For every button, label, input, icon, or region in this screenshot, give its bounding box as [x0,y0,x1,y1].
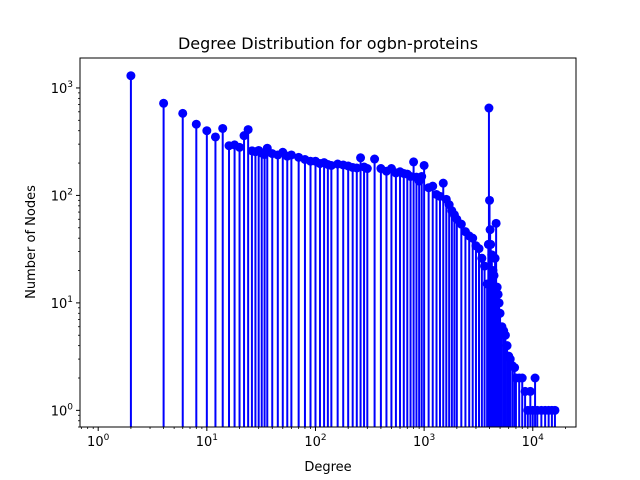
data-point [489,270,499,280]
data-point [490,253,500,263]
data-point [370,154,380,164]
data-point [517,373,527,383]
data-point [502,341,512,351]
data-point [178,108,188,118]
data-point [485,195,495,205]
x-tick-label: 100 [87,433,110,450]
data-point [218,123,228,133]
x-tick-label: 102 [304,433,326,450]
data-point [159,98,169,108]
data-point [438,178,448,188]
data-point [286,150,296,160]
data-point [356,153,366,163]
data-point [500,330,510,340]
data-point [202,126,212,136]
data-point [510,363,520,373]
y-tick-label: 101 [51,295,73,312]
plot-frame [79,57,577,428]
data-point [495,308,505,318]
data-point [482,279,492,289]
data-point [362,164,372,174]
data-point [477,253,487,263]
y-tick-label: 102 [51,187,73,204]
data-point [493,289,503,299]
y-tick-label: 100 [51,402,74,419]
data-point [474,244,484,254]
data-point [243,125,253,135]
data-point [210,132,220,142]
data-point [480,261,490,271]
data-point [428,181,438,191]
x-tick-label: 101 [196,433,218,450]
data-point [191,119,201,129]
data-point [485,225,495,235]
data-point [491,218,501,228]
data-point [419,160,429,170]
y-tick-label: 103 [51,80,73,97]
chart-title: Degree Distribution for ogbn-proteins [178,34,478,53]
data-point [486,239,496,249]
stem-series [126,71,560,427]
data-point [417,171,427,181]
data-point [468,233,478,243]
x-axis-label: Degree [304,460,351,475]
data-point [525,386,535,396]
data-point [456,219,466,229]
data-point [235,142,245,152]
data-point [126,71,136,81]
data-point [352,163,362,173]
data-point [530,373,540,383]
axis-ticks: 100 101 102 103 104 100 101 102 103 [51,80,566,450]
x-tick-label: 103 [413,433,435,450]
data-point [492,282,502,292]
data-point [550,405,560,415]
x-tick-label: 104 [522,433,545,450]
y-axis-label: Number of Nodes [24,185,39,299]
data-point [409,157,419,167]
data-point [494,298,504,308]
data-point [484,103,494,113]
